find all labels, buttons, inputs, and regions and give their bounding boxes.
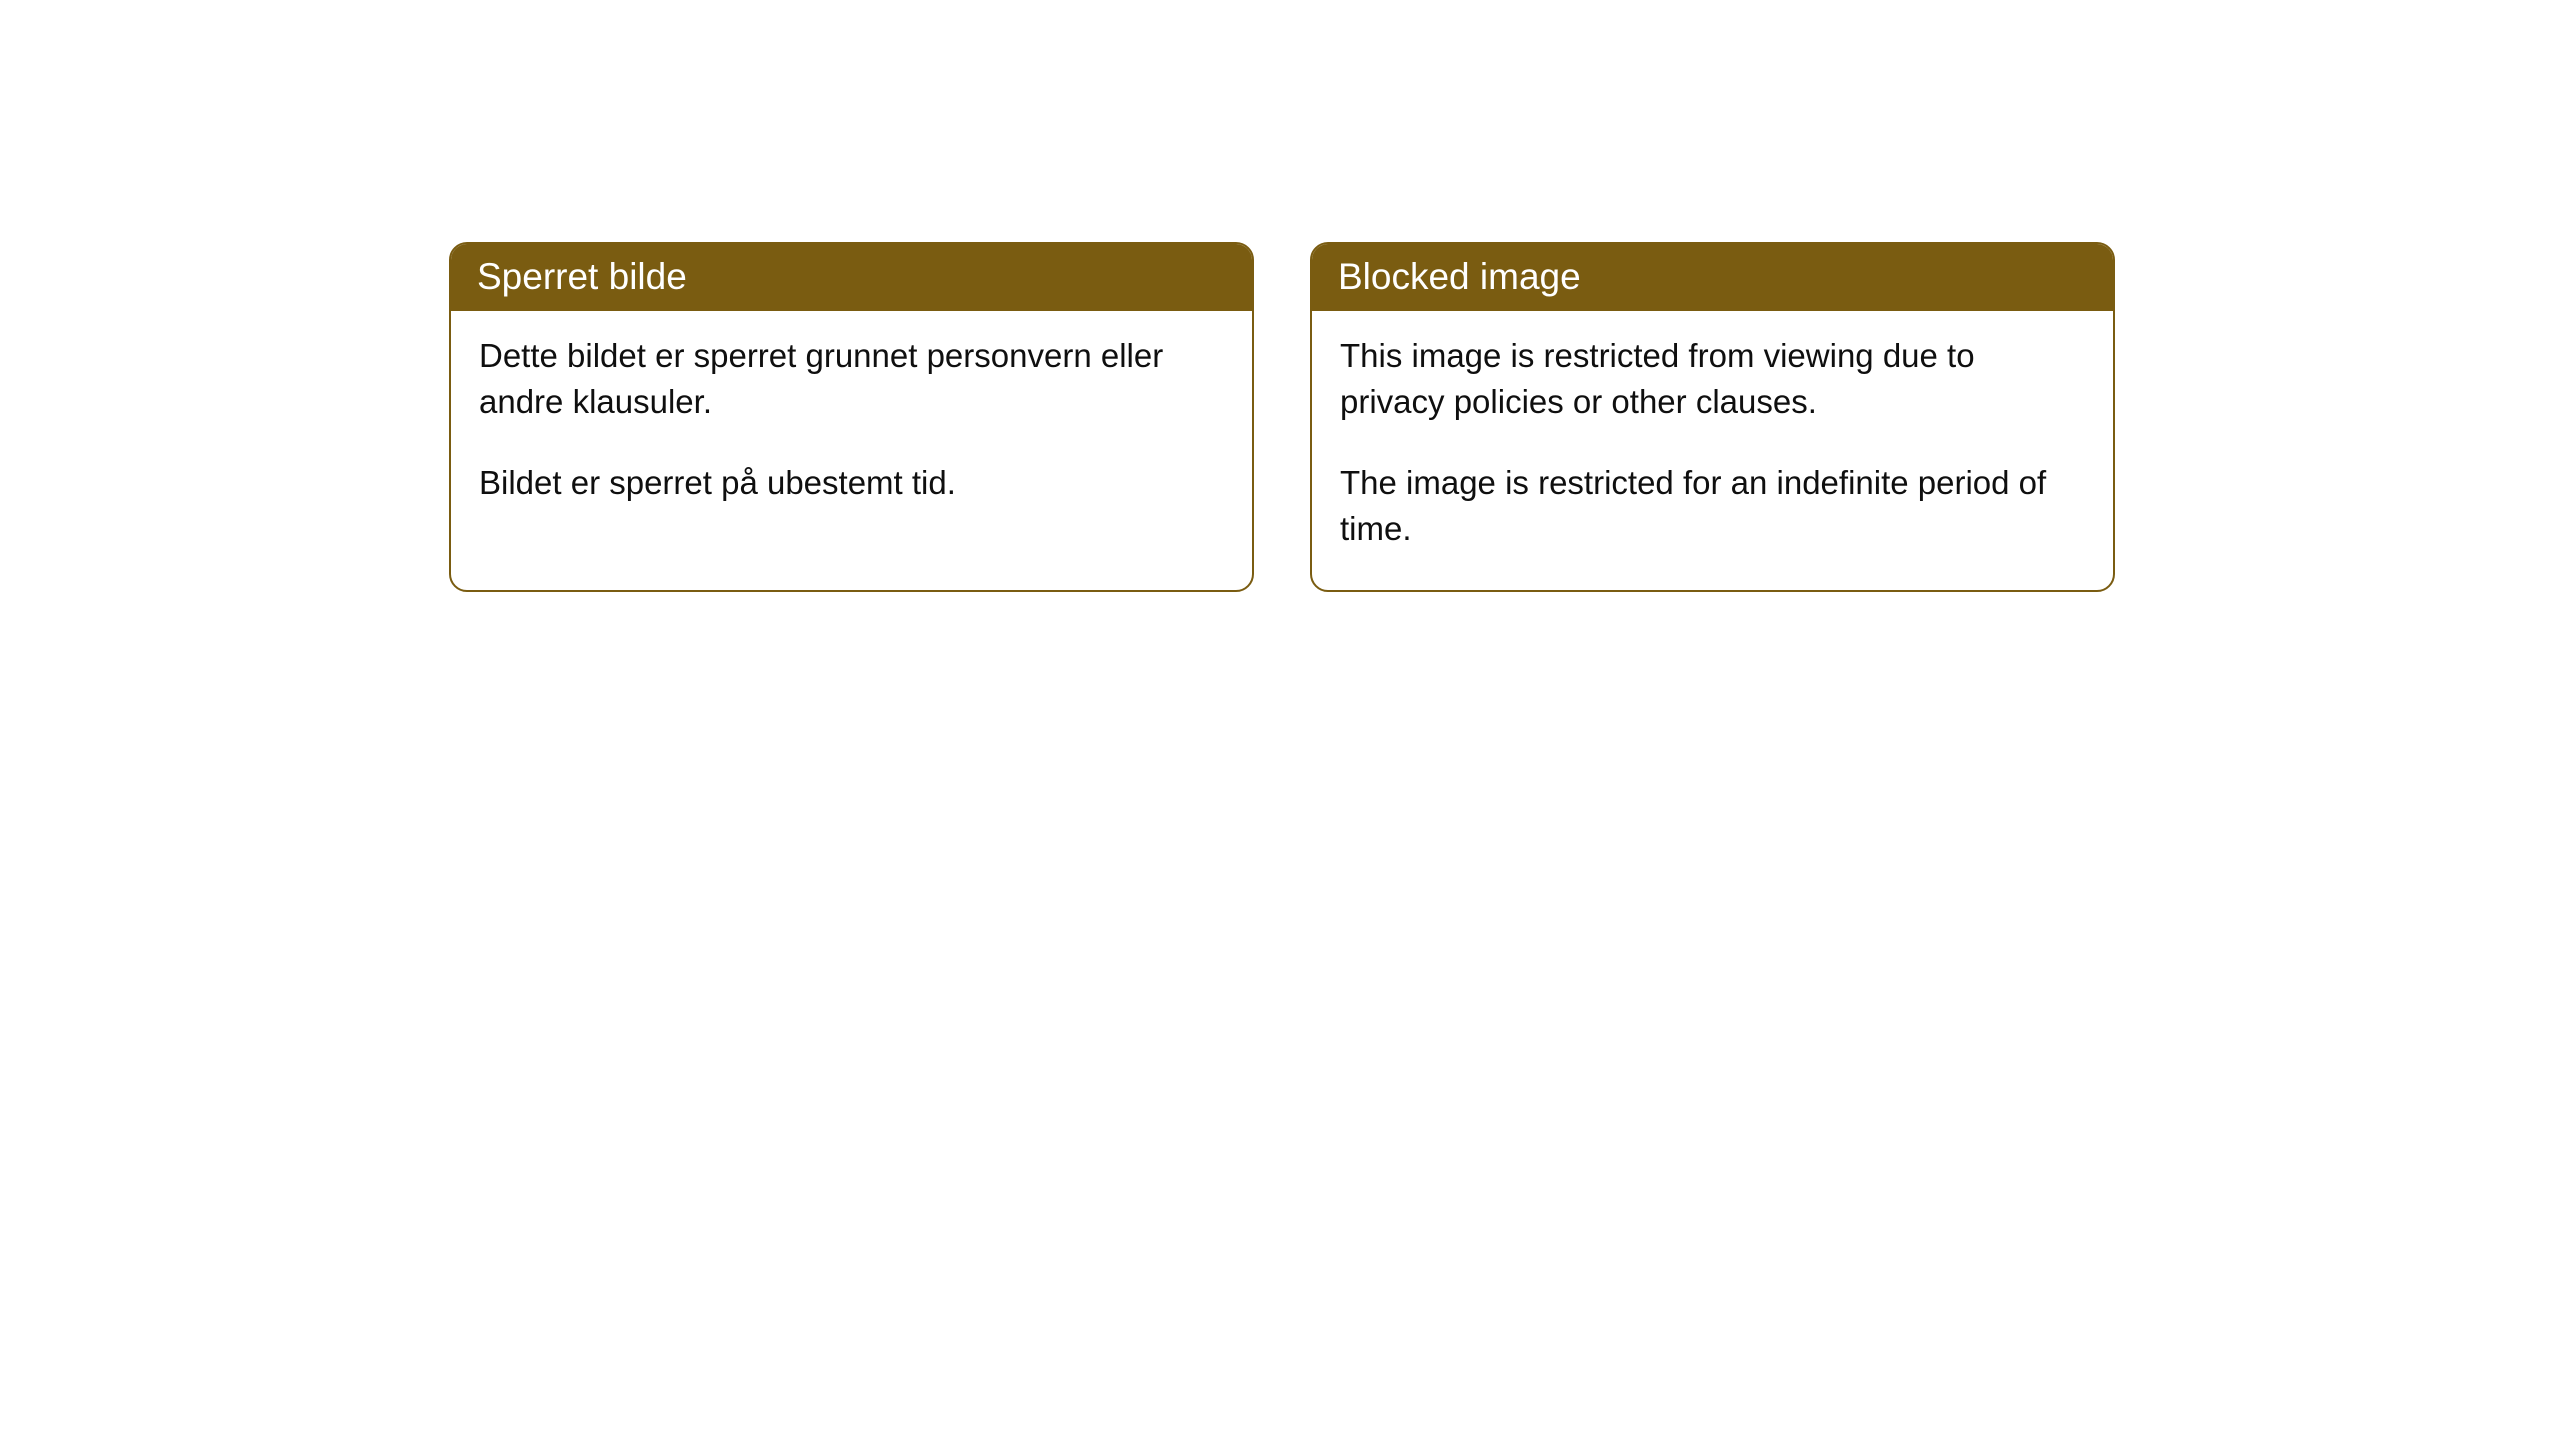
- card-header: Sperret bilde: [451, 244, 1252, 311]
- card-paragraph: The image is restricted for an indefinit…: [1340, 460, 2085, 552]
- notice-card-norwegian: Sperret bilde Dette bildet er sperret gr…: [449, 242, 1254, 592]
- notice-cards-container: Sperret bilde Dette bildet er sperret gr…: [449, 242, 2115, 592]
- card-body: Dette bildet er sperret grunnet personve…: [451, 311, 1252, 544]
- card-paragraph: Dette bildet er sperret grunnet personve…: [479, 333, 1224, 425]
- card-header: Blocked image: [1312, 244, 2113, 311]
- card-body: This image is restricted from viewing du…: [1312, 311, 2113, 590]
- card-title: Sperret bilde: [477, 256, 687, 297]
- notice-card-english: Blocked image This image is restricted f…: [1310, 242, 2115, 592]
- card-paragraph: Bildet er sperret på ubestemt tid.: [479, 460, 1224, 506]
- card-title: Blocked image: [1338, 256, 1581, 297]
- card-paragraph: This image is restricted from viewing du…: [1340, 333, 2085, 425]
